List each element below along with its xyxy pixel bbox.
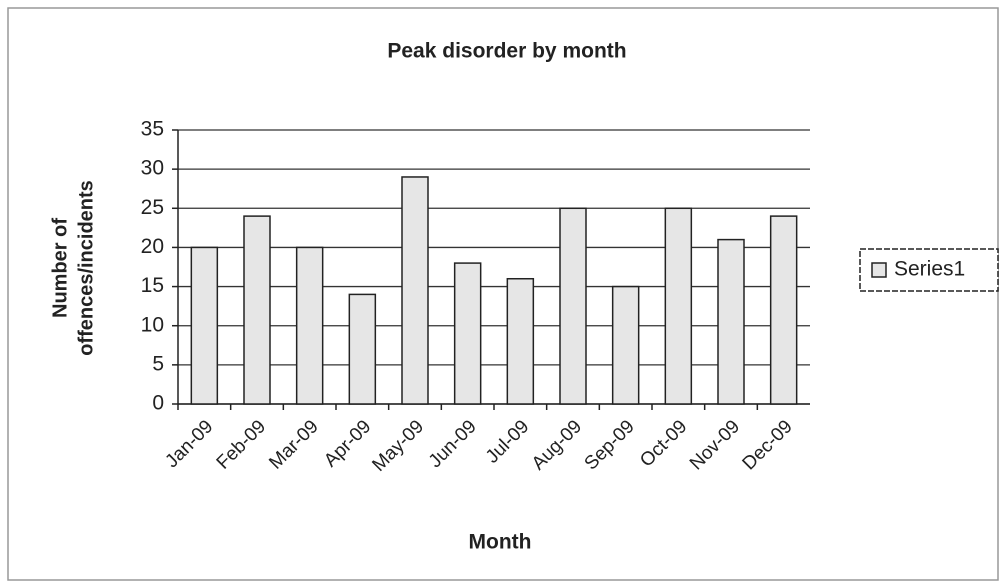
chart-frame: [7, 7, 999, 581]
y-tick-label: 10: [141, 313, 164, 336]
y-axis-label-line: Number of: [49, 218, 71, 318]
y-tick-label: 25: [141, 196, 164, 219]
bar: [190, 246, 219, 405]
bar: [243, 215, 271, 405]
y-tick-label: 15: [141, 274, 164, 297]
y-tick-label: 30: [141, 157, 164, 180]
chart-title: Peak disorder by month: [387, 40, 626, 63]
bar: [506, 277, 535, 405]
bar: [453, 262, 482, 405]
y-tick-label: 20: [141, 235, 164, 258]
y-tick-label: 35: [141, 118, 164, 141]
y-tick-label: 5: [152, 352, 164, 375]
y-axis-label-line: offences/incidents: [75, 180, 97, 356]
legend-swatch: [871, 262, 887, 278]
bar: [295, 246, 324, 405]
bar: [769, 215, 798, 405]
bar: [611, 285, 640, 405]
bar: [559, 207, 587, 405]
x-axis-label: Month: [469, 531, 532, 554]
legend-box: [859, 248, 999, 292]
y-axis-label: Number of offences/incidents: [49, 180, 97, 356]
legend-label: Series1: [894, 258, 965, 281]
bar: [664, 207, 693, 405]
bar: [348, 293, 377, 405]
bar: [401, 176, 429, 405]
y-tick-label: 0: [152, 392, 164, 415]
bar: [717, 238, 745, 405]
